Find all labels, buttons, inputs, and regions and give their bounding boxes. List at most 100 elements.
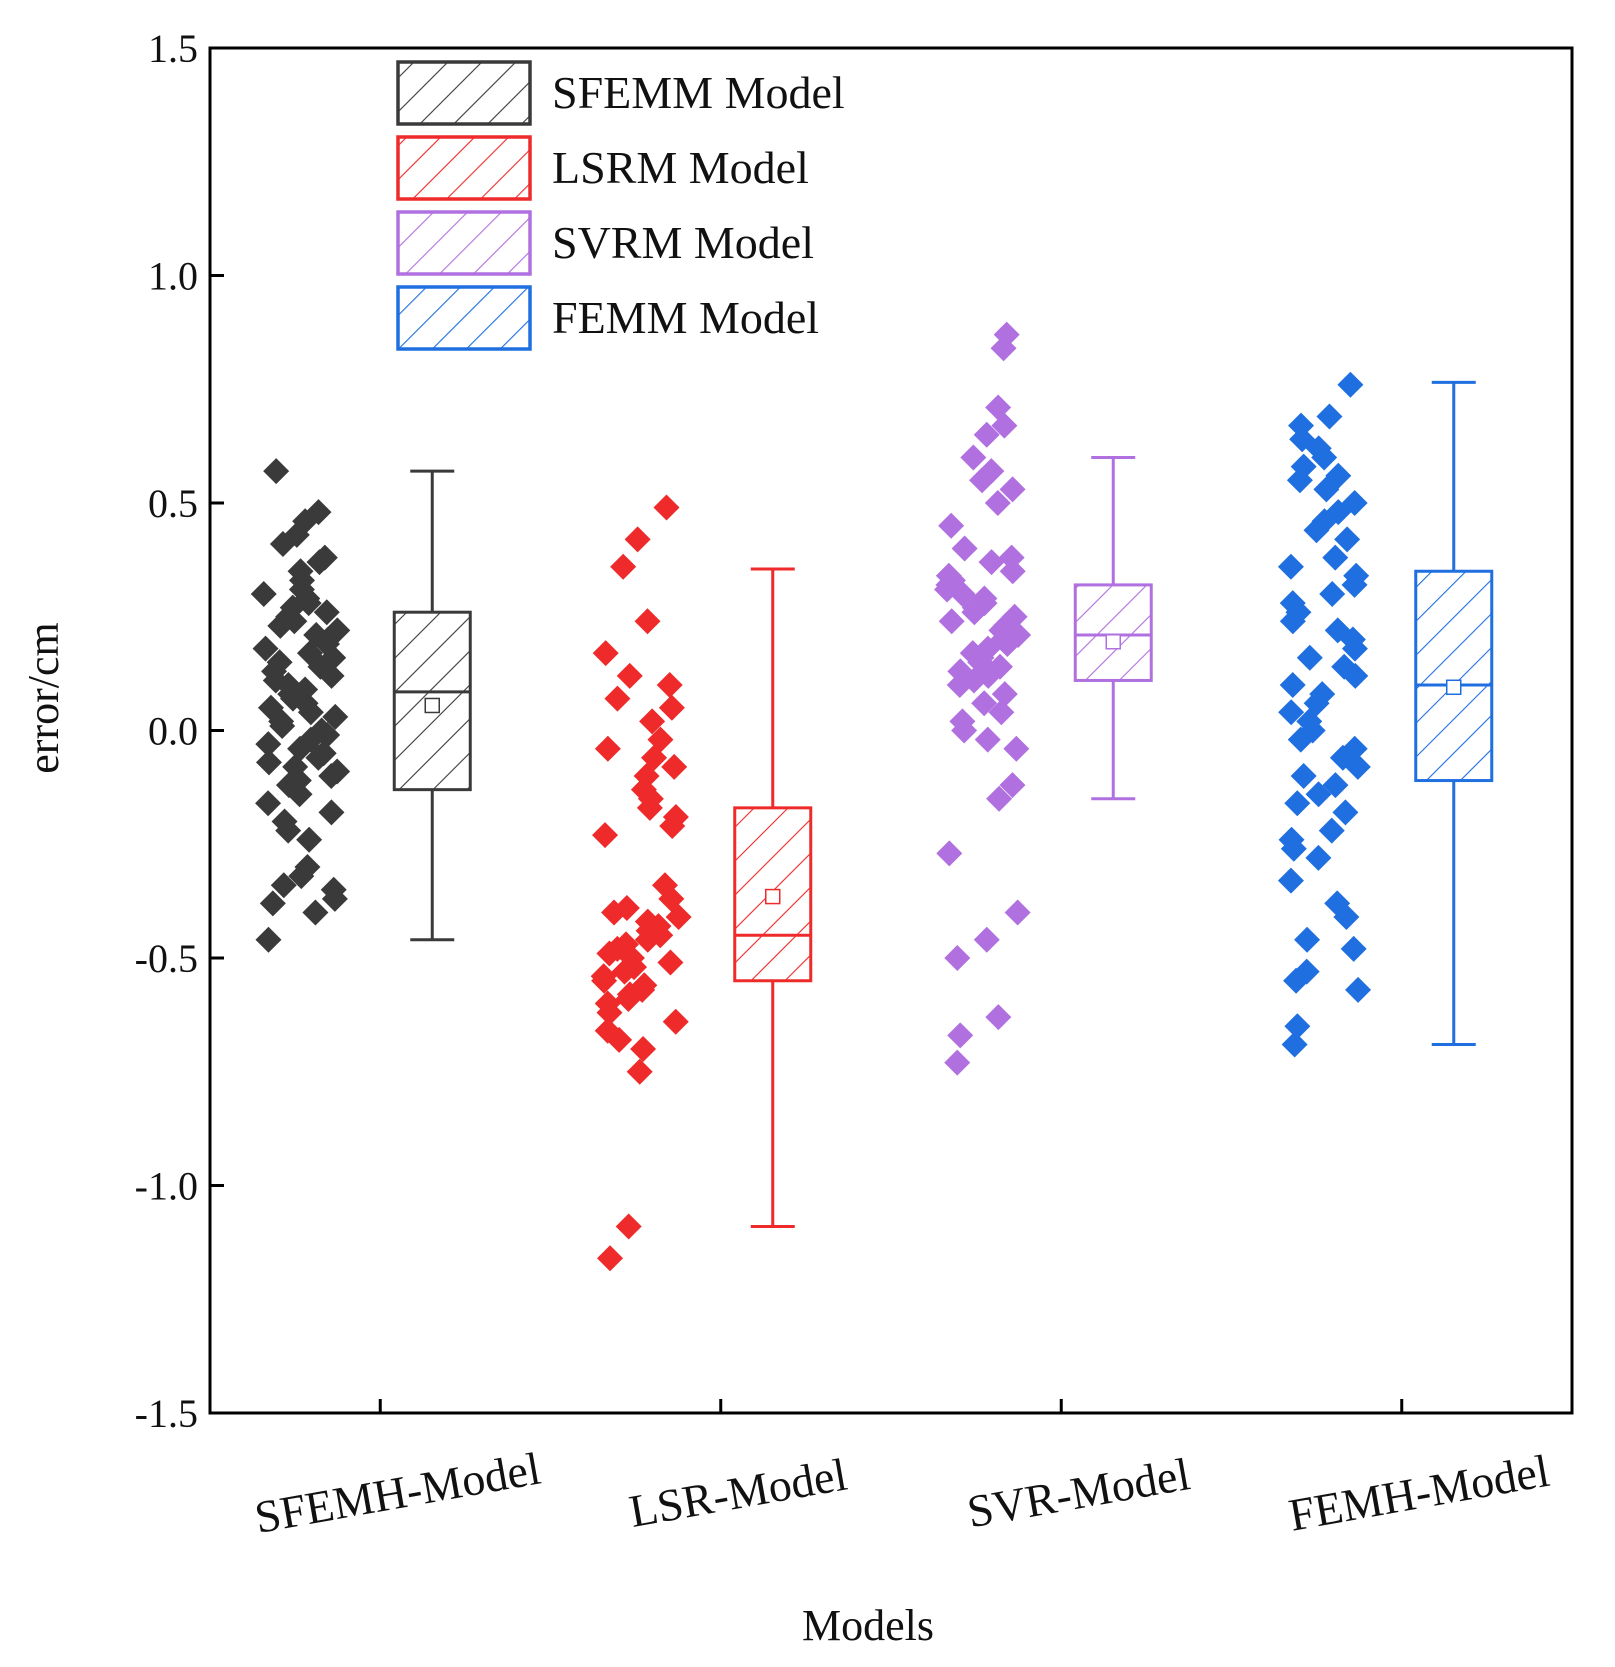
data-point <box>604 685 631 712</box>
data-point <box>938 512 965 539</box>
data-point <box>985 1004 1012 1031</box>
data-point <box>974 726 1001 753</box>
y-tick-label: 0.0 <box>148 709 198 754</box>
data-point <box>1277 867 1304 894</box>
data-point <box>296 826 323 853</box>
data-point <box>597 1245 624 1272</box>
data-point <box>252 635 279 662</box>
legend-label: SFEMM Model <box>552 67 845 118</box>
data-point <box>302 899 329 926</box>
data-point <box>286 781 313 808</box>
data-point <box>610 553 637 580</box>
data-point <box>969 467 996 494</box>
data-point <box>269 530 296 557</box>
legend-label: SVRM Model <box>552 217 814 268</box>
data-point <box>1345 976 1372 1003</box>
data-point <box>1311 444 1338 471</box>
data-point <box>255 731 282 758</box>
data-point <box>624 526 651 553</box>
data-point <box>988 699 1015 726</box>
data-point <box>1284 790 1311 817</box>
data-point <box>1287 726 1314 753</box>
boxes-layer <box>392 380 1494 1228</box>
data-point <box>1305 781 1332 808</box>
data-point <box>318 799 345 826</box>
data-point <box>287 735 314 762</box>
data-point <box>255 749 282 776</box>
data-point <box>250 581 277 607</box>
y-axis-title: error/cm <box>19 622 68 773</box>
data-point <box>318 763 345 789</box>
data-point <box>1316 403 1343 430</box>
data-point <box>322 703 349 730</box>
mean-marker <box>424 697 440 714</box>
data-point <box>1003 735 1030 762</box>
data-point <box>946 672 973 698</box>
data-point <box>1322 772 1349 799</box>
data-point <box>944 945 971 971</box>
data-point <box>1337 371 1364 398</box>
x-axis-title: Models <box>802 1601 934 1650</box>
data-point <box>1281 1031 1308 1058</box>
y-tick-label: -0.5 <box>135 936 198 981</box>
data-point <box>297 699 324 726</box>
data-point <box>1334 526 1361 553</box>
data-point <box>1344 753 1371 780</box>
data-point <box>630 1036 657 1062</box>
data-point <box>999 476 1026 503</box>
data-point <box>994 631 1021 658</box>
box-iqr <box>1073 583 1153 682</box>
data-point <box>1333 904 1360 931</box>
box-iqr <box>1414 569 1494 783</box>
data-point <box>971 690 998 717</box>
data-point <box>1313 476 1340 503</box>
data-point <box>275 817 302 844</box>
data-point <box>321 885 348 912</box>
data-point <box>1278 699 1305 726</box>
data-point <box>1284 1013 1311 1040</box>
data-point <box>991 681 1018 708</box>
legend-swatch <box>396 135 532 201</box>
data-point <box>626 1058 653 1085</box>
y-tick-label: -1.5 <box>135 1391 198 1436</box>
data-point <box>601 899 628 926</box>
data-point <box>1342 662 1369 689</box>
data-point <box>1280 835 1307 862</box>
data-point <box>978 549 1005 576</box>
data-point <box>986 785 1013 812</box>
data-point <box>1277 553 1304 580</box>
data-point <box>259 890 286 917</box>
data-point <box>999 772 1026 799</box>
data-point <box>634 608 661 635</box>
data-point <box>305 744 332 771</box>
mean-marker <box>1446 679 1462 696</box>
y-tick-label: 0.5 <box>148 481 198 526</box>
data-point <box>255 926 282 953</box>
y-tick-label: 1.0 <box>148 254 198 299</box>
data-point <box>661 753 688 780</box>
scatter-points-layer <box>250 321 1372 1272</box>
data-point <box>657 949 684 976</box>
legend: SFEMM Model LSRM Model SVRM Model FEMM Mode… <box>396 60 845 351</box>
data-point <box>269 712 296 739</box>
data-point <box>1341 571 1368 598</box>
data-point <box>634 926 661 953</box>
data-point <box>596 999 623 1026</box>
data-point <box>288 863 315 890</box>
data-point <box>1286 467 1313 494</box>
data-point <box>267 612 294 639</box>
data-point <box>1322 544 1349 571</box>
data-point <box>951 535 978 562</box>
data-point <box>306 549 333 576</box>
data-point <box>999 558 1026 585</box>
data-point <box>591 967 618 994</box>
data-point <box>1294 926 1321 953</box>
data-point <box>1319 581 1346 607</box>
data-point <box>662 1008 689 1035</box>
data-point <box>653 494 680 521</box>
data-point <box>1305 844 1332 871</box>
data-point <box>1283 967 1310 994</box>
data-point <box>944 1049 971 1076</box>
data-point <box>973 421 1000 448</box>
